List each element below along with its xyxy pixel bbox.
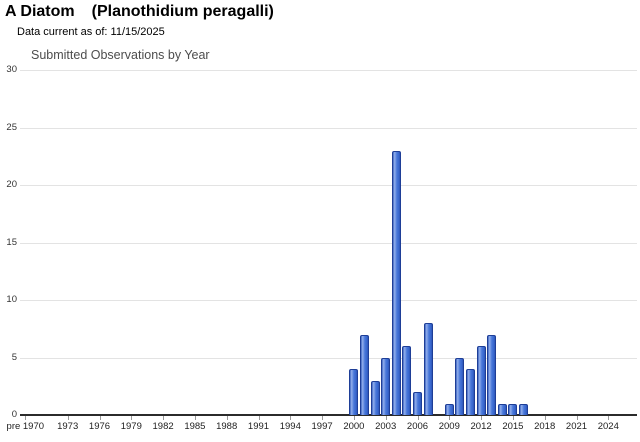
x-axis-tick bbox=[481, 416, 483, 420]
x-axis-tick-label: 2006 bbox=[406, 421, 429, 432]
x-axis-tick-label: 2009 bbox=[438, 421, 460, 432]
x-axis-tick-label: 2012 bbox=[470, 421, 492, 432]
bar-2013[interactable] bbox=[487, 334, 497, 415]
x-axis-tick bbox=[290, 416, 292, 420]
bar-2009[interactable] bbox=[444, 403, 454, 415]
x-axis-tick bbox=[163, 416, 165, 420]
bar-2015[interactable] bbox=[508, 403, 518, 415]
chart-title: Submitted Observations by Year bbox=[31, 48, 210, 62]
species-common-name: A Diatom bbox=[5, 3, 75, 20]
x-axis-tick bbox=[194, 416, 196, 420]
x-axis-line bbox=[20, 414, 637, 416]
gridline bbox=[20, 70, 637, 71]
x-axis-tick-label: 2024 bbox=[597, 421, 619, 432]
page-title: A Diatom (Planothidium peragalli) bbox=[5, 3, 274, 21]
y-axis-tick-label: 20 bbox=[6, 179, 17, 190]
x-axis-tick-label: 2003 bbox=[375, 421, 397, 432]
bar-2001[interactable] bbox=[360, 334, 369, 415]
y-axis-tick-label: 30 bbox=[6, 64, 17, 75]
bar-2014[interactable] bbox=[497, 403, 507, 415]
species-scientific-name: (Planothidium peragalli) bbox=[91, 3, 274, 20]
x-axis-tick bbox=[322, 416, 324, 420]
x-axis-tick bbox=[385, 416, 387, 420]
x-axis-tick bbox=[226, 416, 228, 420]
y-axis-tick-label: 5 bbox=[11, 351, 17, 363]
gridline bbox=[20, 127, 637, 129]
bar-2004[interactable] bbox=[391, 150, 401, 415]
bar-2012[interactable] bbox=[476, 346, 486, 415]
x-axis-tick bbox=[608, 416, 610, 420]
gridline bbox=[20, 357, 637, 359]
gridline bbox=[20, 185, 637, 186]
bar-2007[interactable] bbox=[423, 323, 433, 415]
y-axis-tick-label: 0 bbox=[11, 409, 17, 420]
x-axis-tick-label: 1976 bbox=[88, 421, 111, 432]
y-axis-tick-label: 25 bbox=[6, 121, 17, 133]
bar-2002[interactable] bbox=[370, 380, 380, 415]
bar-2005[interactable] bbox=[402, 346, 412, 415]
bar-2006[interactable] bbox=[413, 392, 422, 415]
x-axis-tick-label: 1973 bbox=[57, 421, 79, 432]
x-axis-tick-label: 1994 bbox=[279, 421, 301, 432]
y-axis-tick-label: 15 bbox=[6, 236, 17, 248]
x-axis-tick bbox=[353, 416, 355, 420]
x-axis-tick-label: 1991 bbox=[247, 421, 270, 432]
bar-2016[interactable] bbox=[519, 403, 528, 415]
x-axis-tick-label: pre 1970 bbox=[6, 421, 45, 432]
x-axis-tick-label: 1982 bbox=[152, 421, 174, 432]
bar-2011[interactable] bbox=[466, 369, 475, 415]
x-axis-tick bbox=[544, 416, 546, 420]
bar-2000[interactable] bbox=[349, 369, 359, 415]
data-current-date: Data current as of: 11/15/2025 bbox=[17, 26, 165, 38]
x-axis-tick bbox=[99, 416, 101, 420]
x-axis-tick bbox=[25, 416, 27, 420]
x-axis-tick-label: 2000 bbox=[343, 421, 365, 432]
x-axis-tick-label: 2021 bbox=[565, 421, 588, 432]
bar-2010[interactable] bbox=[455, 357, 465, 415]
bar-2003[interactable] bbox=[381, 357, 391, 415]
x-axis-tick bbox=[512, 416, 514, 420]
gridline bbox=[20, 300, 637, 301]
x-axis-tick-label: 1979 bbox=[120, 421, 142, 432]
y-axis-tick-label: 10 bbox=[6, 294, 17, 305]
x-axis-tick bbox=[258, 416, 260, 420]
x-axis-tick bbox=[576, 416, 578, 420]
x-axis-tick-label: 1997 bbox=[311, 421, 333, 432]
x-axis-tick-label: 2018 bbox=[534, 421, 556, 432]
x-axis-tick-label: 1988 bbox=[216, 421, 238, 432]
x-axis-tick bbox=[417, 416, 419, 420]
x-axis-tick bbox=[131, 416, 133, 420]
x-axis-tick-label: 1985 bbox=[184, 421, 206, 432]
x-axis-tick-label: 2015 bbox=[502, 421, 524, 432]
x-axis-tick bbox=[449, 416, 451, 420]
gridline bbox=[20, 242, 637, 244]
x-axis-tick bbox=[67, 416, 69, 420]
